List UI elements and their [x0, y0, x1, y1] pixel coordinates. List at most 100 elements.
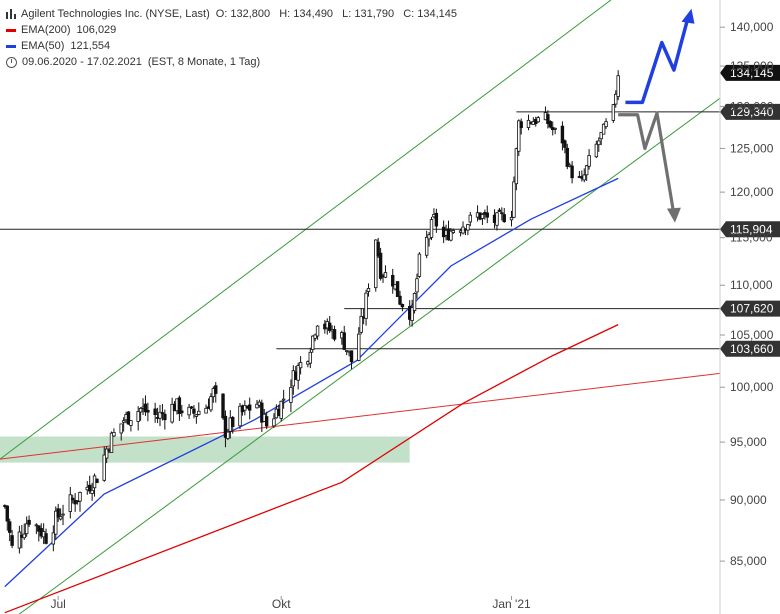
candle-body: [194, 414, 199, 417]
candle-body: [170, 403, 174, 423]
bullish-scenario-arrow: [625, 15, 691, 105]
ohlc-high: H: 134,490: [279, 8, 334, 20]
candle-body: [526, 119, 531, 128]
candle-body: [17, 531, 22, 549]
candle-body: [451, 230, 456, 233]
y-tick-label: 95,000: [730, 435, 767, 449]
candle-body: [517, 120, 521, 152]
candle-body: [417, 253, 422, 277]
candle-body: [466, 224, 470, 231]
candle-body: [374, 239, 378, 289]
candle-body: [560, 125, 565, 144]
candle-body: [383, 272, 388, 278]
candle-body: [582, 174, 586, 181]
candle-body: [289, 387, 293, 403]
y-tick-label: 110,000: [730, 278, 773, 292]
candle-body: [357, 333, 361, 361]
y-tick-label: 105,000: [730, 328, 774, 342]
candle-body: [485, 212, 489, 218]
candle-body: [311, 335, 315, 350]
candle-body: [599, 132, 603, 140]
candle-body: [189, 406, 194, 409]
candle-body: [412, 293, 417, 311]
candle-body: [187, 406, 191, 416]
candle-body: [434, 212, 439, 227]
ema200-label: EMA(200): [21, 24, 71, 36]
candle-body: [109, 432, 114, 453]
level-tag-label: 115,904: [730, 222, 773, 236]
candle-body: [364, 292, 368, 319]
level-tag-label: 103,660: [730, 342, 774, 356]
candle-body: [536, 117, 540, 123]
candle-body: [308, 351, 313, 364]
candle-body: [366, 288, 371, 292]
y-tick-label: 85,000: [730, 554, 767, 568]
candle-body: [129, 420, 133, 426]
x-tick-label: Jul: [51, 597, 66, 611]
candle-body: [126, 411, 131, 425]
candle-body: [332, 329, 337, 340]
candle-body: [296, 365, 300, 381]
candle-body: [192, 408, 196, 414]
level-tag: [720, 221, 780, 238]
candle-body: [415, 278, 419, 293]
candle-body: [512, 181, 516, 218]
ema50-value: 121,554: [70, 40, 111, 52]
candle-body: [58, 516, 63, 520]
candle-body: [509, 217, 514, 221]
candle-body: [548, 121, 553, 128]
candle-body: [177, 397, 182, 414]
chart-legend: Agilent Technologies Inc. (NYSE, Last) O…: [6, 6, 457, 70]
candle-body: [565, 147, 569, 167]
candle-body: [197, 410, 201, 415]
candle-body: [160, 412, 165, 415]
candle-body: [146, 410, 150, 413]
ema200-swatch: [6, 28, 16, 32]
candle-body: [54, 510, 58, 535]
candle-body: [497, 209, 502, 212]
candle-body: [376, 241, 380, 257]
channel-lower-line: [19, 97, 721, 614]
y-tick-label: 120,000: [730, 185, 774, 199]
ohlc-open: O: 132,800: [215, 8, 271, 20]
candle-body: [378, 252, 383, 279]
bullish-arrowhead: [681, 8, 695, 24]
candle-body: [24, 523, 29, 535]
legend-ema50-row[interactable]: EMA(50) 121,554: [6, 38, 457, 54]
long-trend-line: [0, 372, 721, 460]
candle-body: [395, 281, 400, 298]
candle-body: [51, 532, 56, 545]
horizontal-levels: 134,145 129,340 115,904 107,620 103,660: [0, 64, 780, 357]
ohlc-close: C: 134,145: [403, 8, 458, 20]
ema50-line: [4, 177, 619, 588]
candle-body: [214, 385, 218, 394]
candle-body: [226, 431, 230, 439]
candle-body: [313, 334, 317, 339]
y-tick-label: 90,000: [730, 493, 767, 507]
candle-body: [315, 325, 320, 337]
level-tag-label: 107,620: [730, 302, 774, 316]
candle-body: [480, 214, 485, 219]
candle-body: [238, 405, 242, 427]
candle-body: [44, 533, 48, 544]
legend-instrument-row: Agilent Technologies Inc. (NYSE, Last) O…: [6, 6, 457, 22]
candle-body: [158, 411, 162, 419]
legend-ema200-row[interactable]: EMA(200) 106,029: [6, 22, 457, 38]
candle-body: [601, 123, 606, 135]
candle-body: [223, 415, 228, 438]
support-zone: [0, 436, 410, 463]
y-tick-label: 140,000: [730, 20, 774, 34]
candle-body: [112, 432, 116, 437]
candle-body: [119, 423, 123, 434]
price-axis: 80,00085,00090,00095,000100,000105,00011…: [719, 0, 774, 614]
ohlc-low: L: 131,790: [342, 8, 395, 20]
candle-body: [514, 148, 519, 185]
candle-body: [7, 521, 12, 533]
level-tag-label: 129,340: [730, 105, 774, 119]
ema200-series: [4, 324, 619, 614]
ema200-line: [4, 324, 619, 614]
ema50-label: EMA(50): [21, 40, 65, 52]
level-tag: [720, 103, 780, 120]
period-range: 09.06.2020 - 17.02.2021: [22, 56, 142, 68]
